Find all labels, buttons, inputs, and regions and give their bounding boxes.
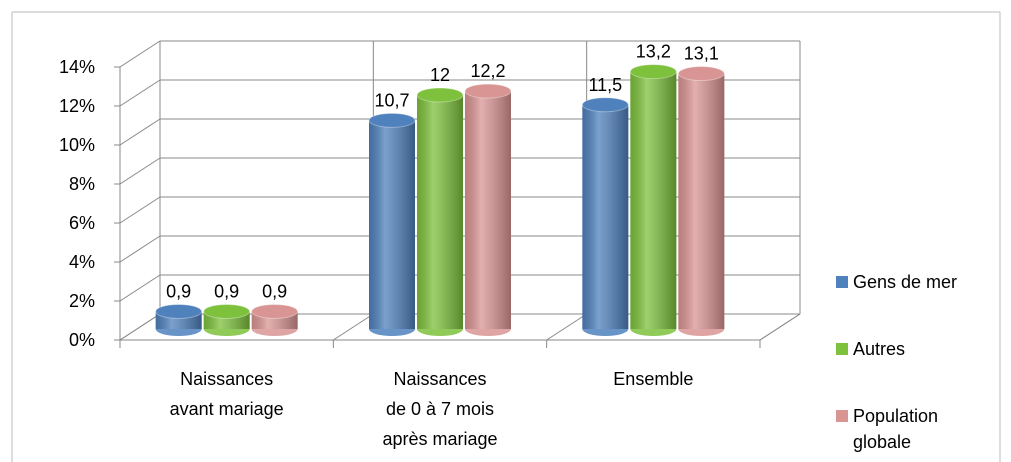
y-tick-label: 4% bbox=[69, 252, 95, 272]
y-tick-label: 14% bbox=[59, 57, 95, 77]
bar-top bbox=[464, 83, 512, 99]
value-label: 12,2 bbox=[470, 61, 505, 81]
y-tick-label: 8% bbox=[69, 174, 95, 194]
legend-label: Gens de mer bbox=[853, 272, 958, 292]
x-tick-label: après mariage bbox=[382, 429, 497, 449]
y-tick-label: 6% bbox=[69, 213, 95, 233]
bar-shade bbox=[630, 71, 677, 329]
bar-top bbox=[677, 66, 725, 82]
bar-shade bbox=[465, 91, 511, 329]
legend-swatch bbox=[836, 276, 848, 288]
grid-line bbox=[119, 118, 161, 146]
bar-top bbox=[581, 97, 629, 113]
bar-top bbox=[368, 112, 416, 128]
legend-swatch bbox=[836, 343, 848, 355]
value-label: 13,2 bbox=[636, 42, 671, 62]
bar-top bbox=[416, 87, 464, 103]
value-label: 11,5 bbox=[588, 75, 622, 95]
grid-line bbox=[119, 274, 161, 302]
value-label: 12 bbox=[430, 65, 450, 85]
value-label: 0,9 bbox=[166, 281, 191, 301]
floor-line bbox=[759, 313, 801, 341]
grid-line bbox=[119, 157, 161, 185]
x-tick-label: de 0 à 7 mois bbox=[386, 399, 494, 419]
x-tick-label: Naissances bbox=[180, 369, 273, 389]
x-tick-label: Naissances bbox=[393, 369, 486, 389]
value-label: 0,9 bbox=[214, 281, 239, 301]
y-tick-label: 0% bbox=[69, 330, 95, 350]
floor-line bbox=[333, 313, 374, 341]
x-tick-label: Ensemble bbox=[613, 369, 693, 389]
value-label: 10,7 bbox=[374, 90, 409, 110]
grid-line bbox=[119, 196, 161, 224]
bar-top bbox=[203, 303, 251, 319]
floor-line bbox=[119, 313, 161, 341]
legend-swatch bbox=[836, 410, 848, 422]
bar-top bbox=[251, 303, 299, 319]
bar-top bbox=[629, 64, 677, 80]
y-tick-label: 12% bbox=[59, 96, 95, 116]
value-label: 0,9 bbox=[262, 281, 287, 301]
bar-top bbox=[155, 303, 203, 319]
floor-line bbox=[546, 313, 587, 341]
y-tick-label: 2% bbox=[69, 291, 95, 311]
bar-shade bbox=[417, 95, 463, 329]
grid-line bbox=[119, 235, 161, 263]
y-tick-label: 10% bbox=[59, 135, 95, 155]
grid-line bbox=[119, 79, 161, 107]
bar-shade bbox=[369, 120, 415, 329]
grid-line bbox=[119, 40, 161, 68]
legend-label: Autres bbox=[853, 339, 906, 359]
x-tick-label: avant mariage bbox=[170, 399, 284, 419]
bar-shade bbox=[582, 104, 629, 329]
legend-label: Population globale bbox=[853, 406, 939, 452]
value-label: 13,1 bbox=[684, 44, 719, 64]
bar-shade bbox=[678, 73, 725, 329]
